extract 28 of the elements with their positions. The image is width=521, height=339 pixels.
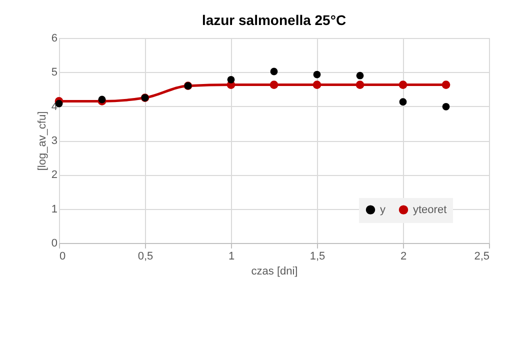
- y-tick-label: 1: [51, 203, 58, 216]
- x-tick-label: 0,5: [138, 250, 154, 262]
- x-tick-label: 1,5: [310, 250, 326, 262]
- point: [356, 72, 364, 80]
- legend-label: yteoret: [413, 204, 447, 216]
- point: [398, 80, 408, 89]
- point: [312, 80, 322, 89]
- y-axis-title: [log_av_cfu]: [36, 111, 48, 171]
- x-tick-label: 1: [228, 250, 235, 262]
- point: [313, 70, 321, 78]
- chart-title: lazur salmonella 25°C: [202, 12, 346, 28]
- y-tick-label: 3: [51, 135, 58, 147]
- point: [270, 80, 278, 89]
- x-tick-label: 2,5: [474, 250, 490, 262]
- x-tick-label: 2: [400, 250, 407, 262]
- legend-label: y: [380, 204, 386, 216]
- x-tick-label: 0: [60, 250, 66, 262]
- y-tick-label: 5: [51, 66, 58, 79]
- point: [227, 76, 235, 84]
- point: [356, 80, 364, 89]
- y-tick-label: 2: [51, 169, 58, 182]
- y-tick-label: 0: [51, 238, 58, 250]
- point: [270, 68, 278, 76]
- point: [399, 98, 407, 106]
- point: [442, 102, 450, 110]
- y-tick-label: 6: [51, 32, 58, 44]
- point: [442, 80, 450, 89]
- x-axis-title: czas [dni]: [251, 266, 298, 278]
